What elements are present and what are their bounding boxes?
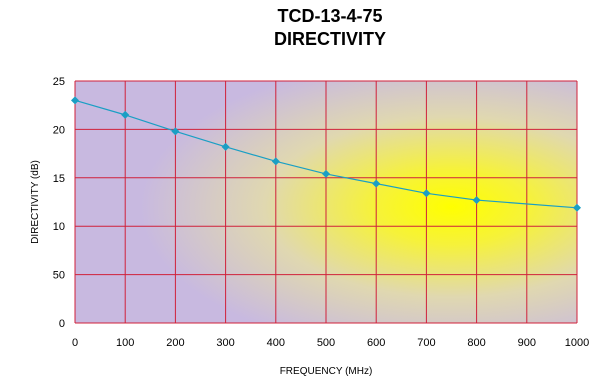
data-point (271, 157, 280, 166)
y-tick-label: 15 (53, 173, 65, 185)
series-line (74, 99, 578, 209)
y-tick-label: 0 (59, 318, 65, 330)
x-tick-label: 0 (72, 337, 78, 349)
data-point (71, 96, 79, 105)
y-tick-label: 20 (53, 124, 65, 136)
data-point (372, 179, 381, 188)
data-point (472, 196, 481, 205)
x-tick-label: 400 (267, 337, 285, 349)
x-tick-label: 700 (417, 337, 435, 349)
data-point (171, 127, 180, 136)
x-tick-label: 200 (166, 337, 184, 349)
data-point (322, 169, 330, 178)
chart-title: TCD-13-4-75 (277, 6, 382, 26)
x-tick-label: 300 (216, 337, 234, 349)
x-tick-label: 800 (467, 337, 485, 349)
x-axis-label: FREQUENCY (MHz) (280, 366, 373, 377)
y-tick-label: 25 (53, 76, 65, 88)
y-tick-label: 10 (53, 221, 65, 233)
data-point (422, 189, 431, 198)
y-axis-label: DIRECTIVITY (dB) (30, 160, 41, 244)
data-point (221, 142, 230, 151)
chart-title: DIRECTIVITY (274, 29, 386, 49)
x-tick-label: 500 (317, 337, 335, 349)
x-tick-label: 100 (116, 337, 134, 349)
y-tick-label: 50 (53, 270, 65, 282)
data-point (573, 203, 581, 212)
x-tick-label: 900 (518, 337, 536, 349)
data-point (121, 110, 130, 119)
x-tick-label: 1000 (565, 337, 589, 349)
x-tick-label: 600 (367, 337, 385, 349)
